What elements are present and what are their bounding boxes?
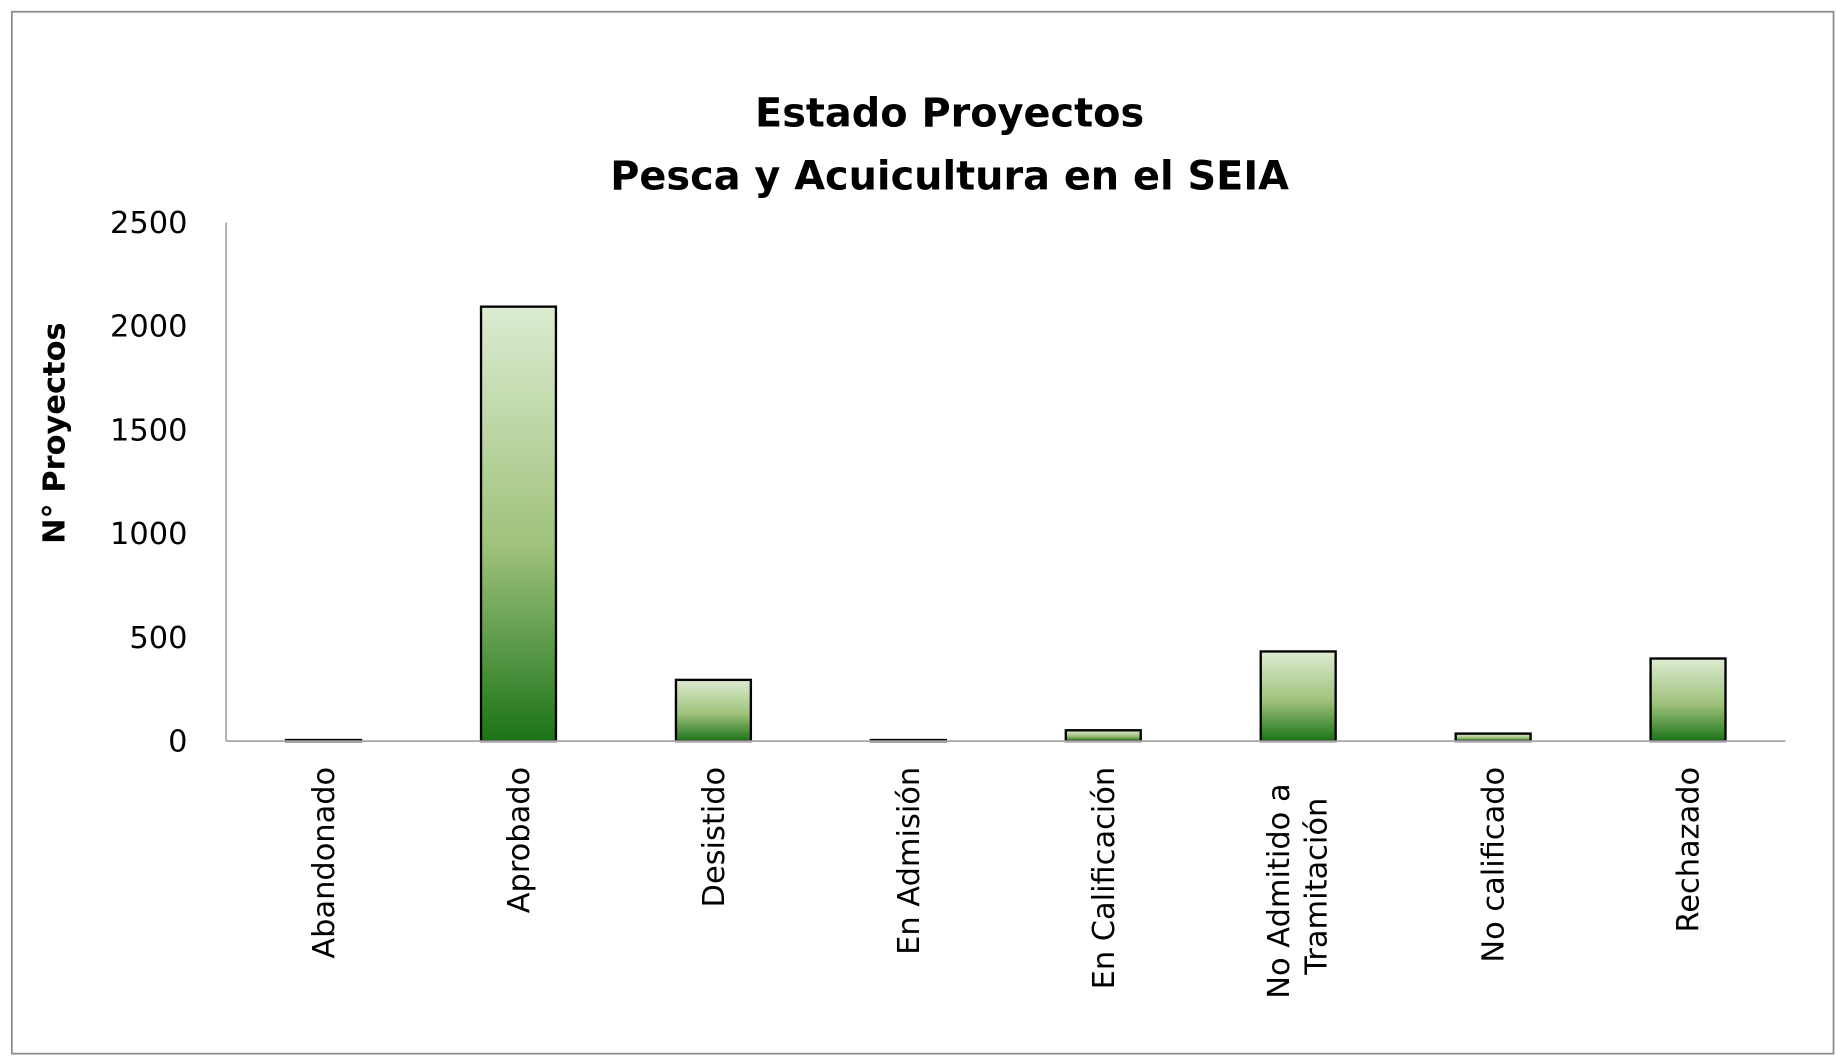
y-tick-label: 1000: [110, 517, 187, 552]
frame: [10, 10, 1835, 1055]
y-axis-label: N° Proyectos: [38, 322, 73, 544]
x-tick-label: No calificado: [1477, 767, 1512, 963]
y-tick-label: 2500: [110, 206, 187, 241]
bar: [479, 305, 558, 743]
chart-subtitle: Pesca y Acuicultura en el SEIA: [610, 154, 1289, 200]
x-tick-label: Abandonado: [307, 767, 342, 959]
bar: [1649, 657, 1727, 743]
x-tick-label: Desistido: [697, 767, 732, 908]
x-tick-label: En Calificación: [1087, 767, 1122, 990]
bar: [674, 678, 753, 743]
bar: [1064, 729, 1142, 743]
y-tick-label: 0: [168, 725, 187, 760]
bar: [1454, 732, 1532, 743]
x-tick-label: Rechazado: [1672, 767, 1707, 933]
x-tick-label: Aprobado: [502, 767, 537, 913]
y-tick-label: 2000: [110, 310, 187, 345]
x-tick-label: En Admisión: [892, 767, 927, 955]
y-tick-label: 1500: [110, 413, 187, 448]
bar: [1259, 650, 1337, 743]
chart-title: Estado Proyectos: [755, 90, 1144, 136]
y-tick-label: 500: [129, 621, 187, 656]
x-tick-label: No Admitido a Tramitación: [1262, 774, 1334, 999]
